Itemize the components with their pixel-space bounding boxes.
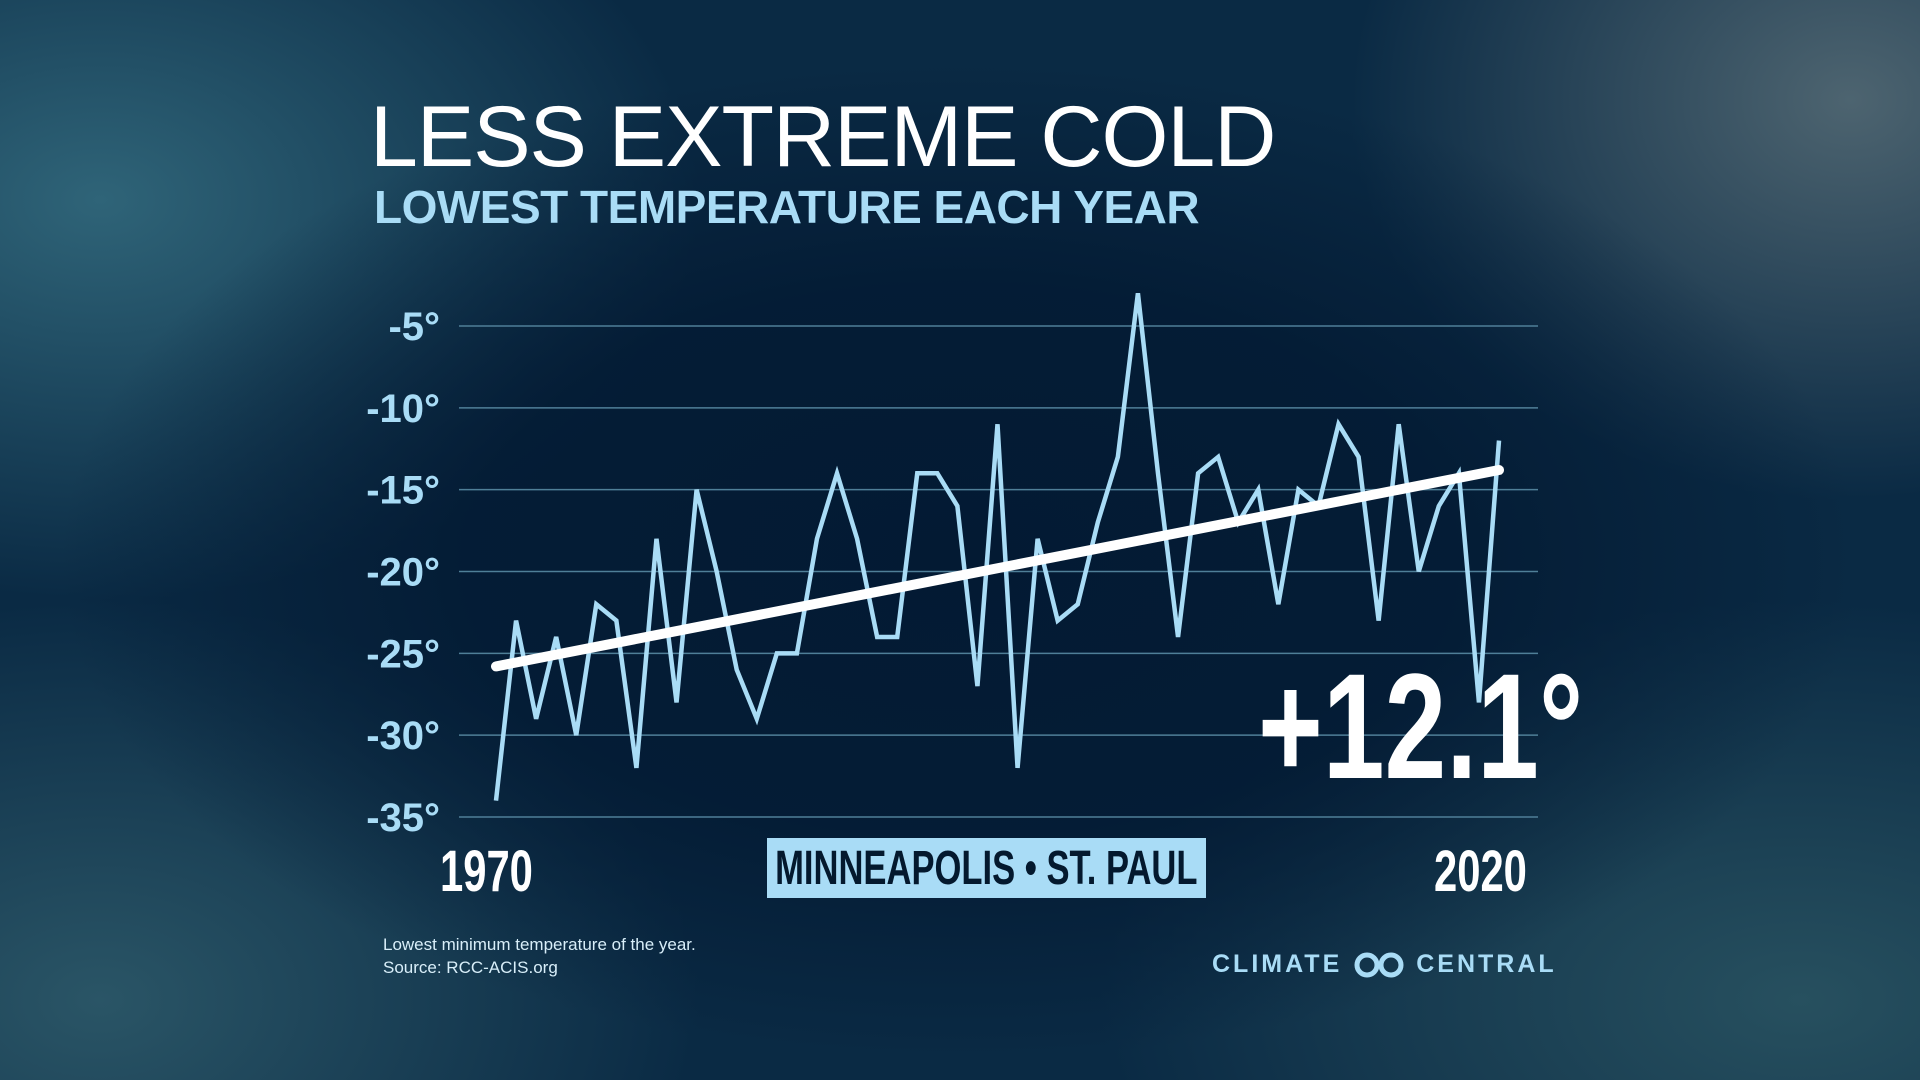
y-tick-label: -25° [366,632,440,676]
logo-text-central: CENTRAL [1416,950,1557,978]
y-tick-label: -30° [366,714,440,758]
x-tick-label-start: 1970 [440,839,533,904]
y-tick-label: -5° [388,305,440,349]
trend-line [491,465,1504,672]
y-tick-label: -15° [366,469,440,513]
source-note: Source: RCC-ACIS.org [383,958,558,977]
footnote: Lowest minimum temperature of the year. [383,935,696,954]
x-tick-label-end: 2020 [1434,839,1527,904]
page-subtitle: LOWEST TEMPERATURE EACH YEAR [374,181,1200,233]
location-badge: MINNEAPOLIS • ST. PAUL [767,838,1206,898]
climate-central-logo: CLIMATE CENTRAL [1212,950,1557,979]
logo-rings-icon [1354,952,1404,977]
y-tick-label: -35° [366,796,440,840]
y-tick-label: -20° [366,551,440,595]
page-title: LESS EXTREME COLD [370,89,1276,185]
temperature-change-annotation: +12.1° [1258,642,1584,810]
logo-text-climate: CLIMATE [1212,950,1343,978]
y-tick-label: -10° [366,387,440,431]
location-label: MINNEAPOLIS • ST. PAUL [775,841,1198,895]
